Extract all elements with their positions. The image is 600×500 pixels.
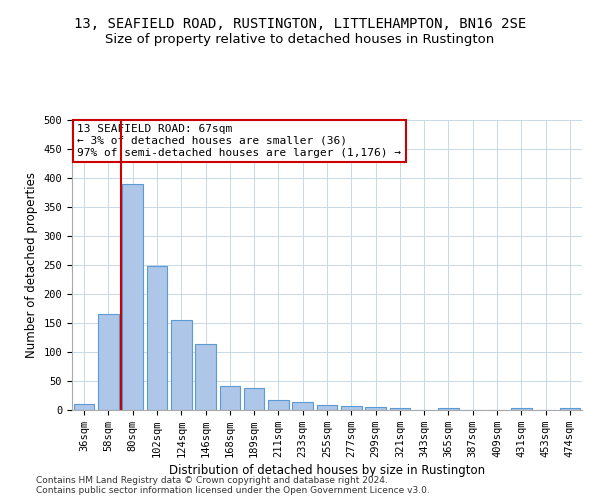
Bar <box>511 408 532 410</box>
Bar <box>341 406 362 410</box>
Bar <box>317 406 337 410</box>
Bar <box>292 402 313 410</box>
Bar <box>268 400 289 410</box>
Bar <box>171 320 191 410</box>
Bar <box>244 388 265 410</box>
Bar <box>365 407 386 410</box>
X-axis label: Distribution of detached houses by size in Rustington: Distribution of detached houses by size … <box>169 464 485 477</box>
Y-axis label: Number of detached properties: Number of detached properties <box>25 172 38 358</box>
Bar <box>560 408 580 410</box>
Text: 13, SEAFIELD ROAD, RUSTINGTON, LITTLEHAMPTON, BN16 2SE: 13, SEAFIELD ROAD, RUSTINGTON, LITTLEHAM… <box>74 18 526 32</box>
Bar <box>438 408 459 410</box>
Bar <box>195 344 216 410</box>
Bar <box>146 266 167 410</box>
Text: Size of property relative to detached houses in Rustington: Size of property relative to detached ho… <box>106 32 494 46</box>
Text: 13 SEAFIELD ROAD: 67sqm
← 3% of detached houses are smaller (36)
97% of semi-det: 13 SEAFIELD ROAD: 67sqm ← 3% of detached… <box>77 124 401 158</box>
Bar <box>389 408 410 410</box>
Text: Contains HM Land Registry data © Crown copyright and database right 2024.
Contai: Contains HM Land Registry data © Crown c… <box>36 476 430 495</box>
Bar <box>220 386 240 410</box>
Bar <box>98 314 119 410</box>
Bar <box>122 184 143 410</box>
Bar <box>74 404 94 410</box>
